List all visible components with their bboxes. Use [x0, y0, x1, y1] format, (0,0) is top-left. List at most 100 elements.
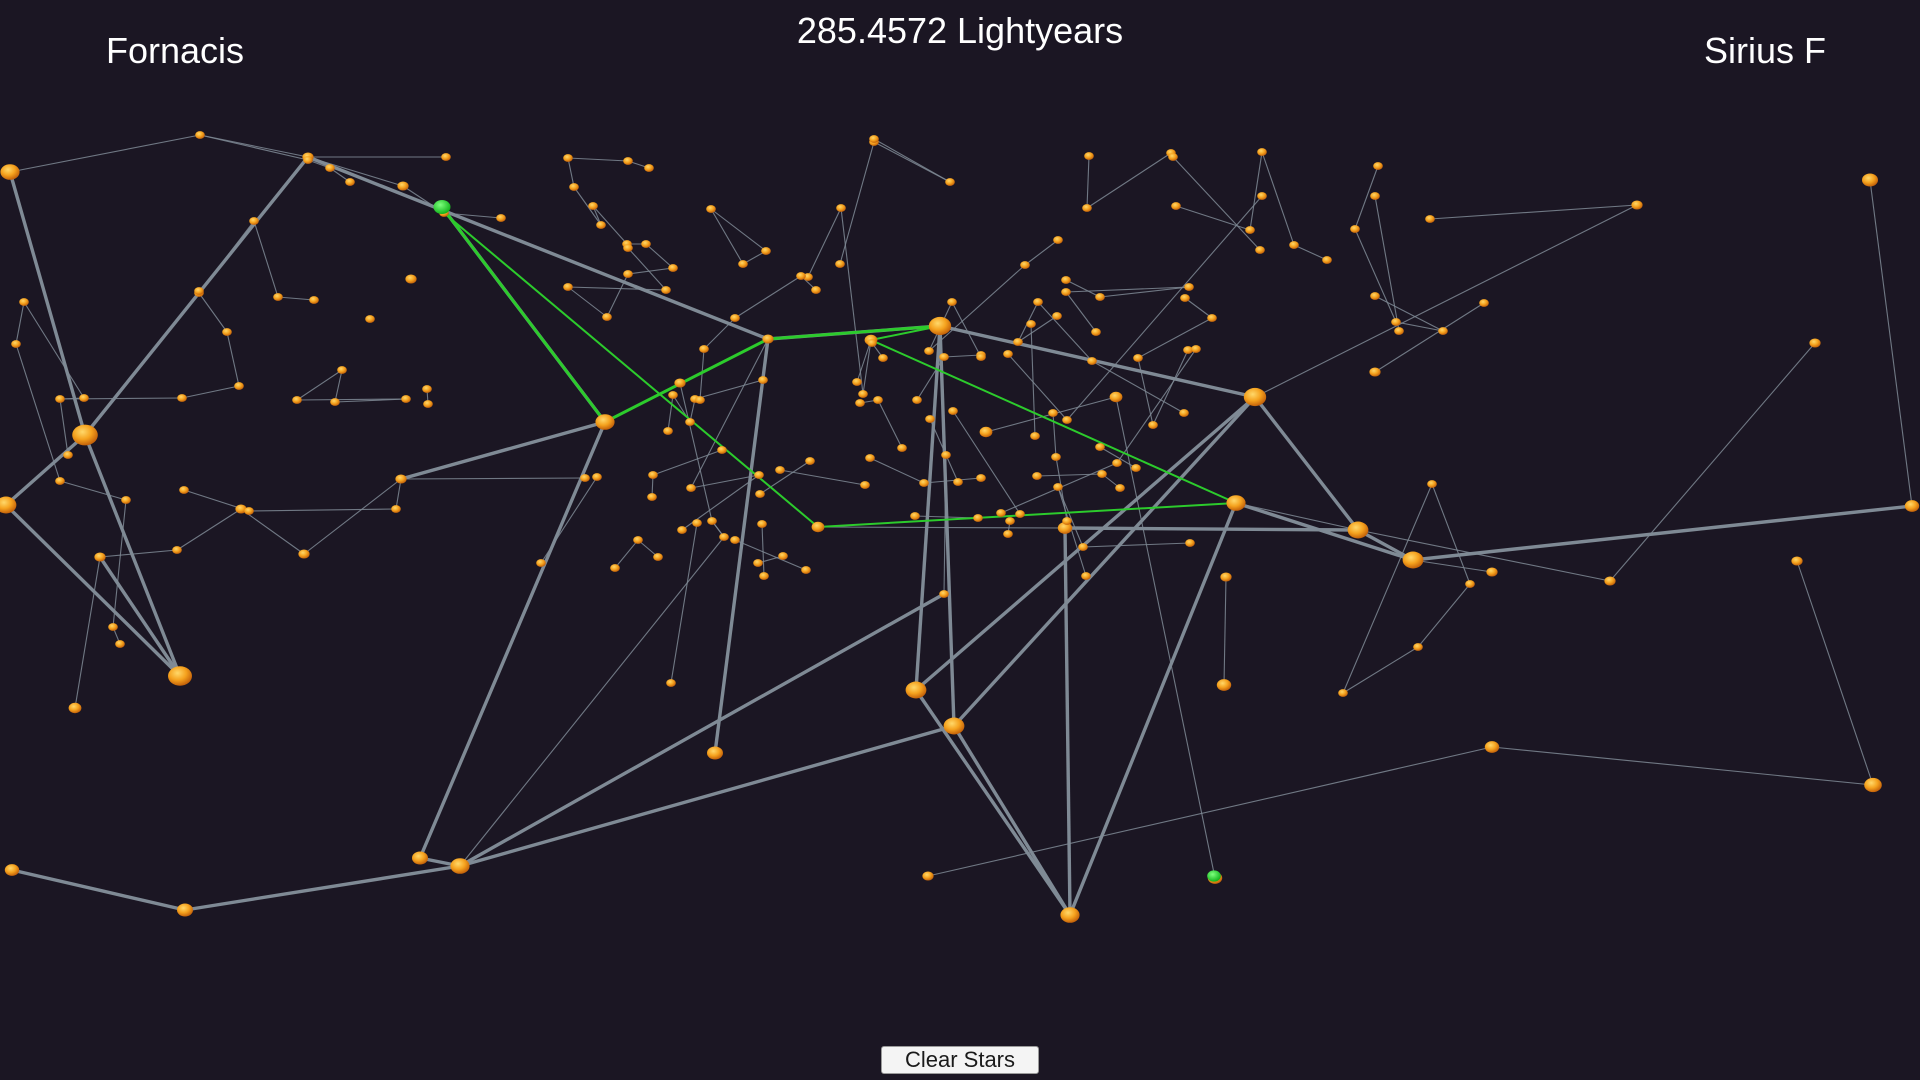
star-node[interactable] [811, 521, 825, 533]
star-node[interactable] [0, 496, 17, 514]
star-node[interactable] [941, 451, 951, 459]
star-node[interactable] [1257, 192, 1267, 200]
star-node[interactable] [234, 382, 244, 390]
star-node[interactable] [943, 717, 965, 735]
star-node[interactable] [979, 426, 993, 438]
star-node[interactable] [235, 504, 247, 514]
star-node[interactable] [1220, 572, 1232, 582]
star-node[interactable] [1020, 261, 1030, 269]
star-node[interactable] [685, 418, 695, 426]
star-node[interactable] [912, 396, 922, 404]
star-node[interactable] [761, 247, 771, 255]
star-node[interactable] [699, 345, 709, 353]
star-node[interactable] [947, 298, 957, 306]
star-node[interactable] [179, 486, 189, 494]
star-node[interactable] [72, 424, 98, 446]
star-node[interactable] [177, 394, 187, 402]
star-node[interactable] [1257, 148, 1267, 156]
star-node[interactable] [1082, 204, 1092, 212]
star-node[interactable] [1180, 294, 1190, 302]
star-node[interactable] [1053, 236, 1063, 244]
clear-stars-button[interactable]: Clear Stars [881, 1046, 1039, 1074]
star-node[interactable] [596, 221, 606, 229]
star-node[interactable] [441, 153, 451, 161]
star-node[interactable] [865, 454, 875, 462]
star-node[interactable] [610, 564, 620, 572]
star-node[interactable] [730, 536, 740, 544]
star-node[interactable] [595, 414, 615, 430]
star-node[interactable] [1347, 521, 1369, 539]
star-node[interactable] [1369, 367, 1381, 377]
star-node[interactable] [644, 164, 654, 172]
star-node[interactable] [1078, 543, 1088, 551]
star-node[interactable] [945, 178, 955, 186]
star-node[interactable] [1479, 299, 1489, 307]
star-node[interactable] [707, 517, 717, 525]
star-node[interactable] [1185, 539, 1195, 547]
star-node[interactable] [108, 623, 118, 631]
star-node[interactable] [79, 394, 89, 402]
star-node[interactable] [633, 536, 643, 544]
star-node[interactable] [1289, 241, 1299, 249]
star-node[interactable] [177, 903, 193, 917]
star-node[interactable] [623, 270, 633, 278]
star-node[interactable] [0, 164, 20, 180]
star-node[interactable] [115, 640, 125, 648]
star-node[interactable] [249, 217, 259, 225]
star-node[interactable] [1048, 409, 1058, 417]
star-node[interactable] [719, 533, 729, 541]
star-node[interactable] [1061, 276, 1071, 284]
star-node[interactable] [1095, 443, 1105, 451]
star-node[interactable] [391, 505, 401, 513]
star-node[interactable] [536, 559, 546, 567]
star-node[interactable] [496, 214, 506, 222]
star-node[interactable] [919, 479, 929, 487]
star-node[interactable] [730, 314, 740, 322]
star-node[interactable] [869, 135, 879, 143]
star-node[interactable] [873, 396, 883, 404]
star-node[interactable] [674, 378, 686, 388]
star-node[interactable] [1081, 572, 1091, 580]
star-node[interactable] [292, 396, 302, 404]
star-node[interactable] [195, 131, 205, 139]
star-node[interactable] [623, 157, 633, 165]
star-node[interactable] [1394, 327, 1404, 335]
star-node[interactable] [1245, 226, 1255, 234]
star-node[interactable] [1322, 256, 1332, 264]
star-node[interactable] [1062, 416, 1072, 424]
star-node[interactable] [1087, 357, 1097, 365]
star-node[interactable] [1243, 387, 1267, 407]
star-node[interactable] [754, 471, 764, 479]
star-node[interactable] [686, 484, 696, 492]
star-node[interactable] [1131, 464, 1141, 472]
star-node[interactable] [580, 474, 590, 482]
star-node[interactable] [222, 328, 232, 336]
star-node[interactable] [924, 347, 934, 355]
star-node[interactable] [1057, 522, 1073, 534]
star-node[interactable] [1216, 679, 1232, 691]
star-node[interactable] [1862, 173, 1878, 187]
star-node[interactable] [695, 396, 705, 404]
star-node[interactable] [925, 415, 935, 423]
star-node[interactable] [55, 477, 65, 485]
star-node[interactable] [11, 340, 21, 348]
star-node[interactable] [569, 183, 579, 191]
star-node[interactable] [910, 512, 920, 520]
star-node[interactable] [928, 316, 952, 336]
star-node[interactable] [405, 274, 417, 284]
star-node[interactable] [592, 473, 602, 481]
star-node[interactable] [922, 871, 934, 881]
star-node[interactable] [1168, 153, 1178, 161]
star-node[interactable] [996, 509, 1006, 517]
star-node[interactable] [677, 526, 687, 534]
star-node[interactable] [121, 496, 131, 504]
star-node[interactable] [1026, 320, 1036, 328]
star-node[interactable] [897, 444, 907, 452]
star-node[interactable] [450, 858, 470, 874]
star-node[interactable] [1053, 483, 1063, 491]
star-node[interactable] [168, 666, 192, 686]
star-node[interactable] [755, 490, 765, 498]
star-node[interactable] [668, 264, 678, 272]
star-node[interactable] [422, 385, 432, 393]
